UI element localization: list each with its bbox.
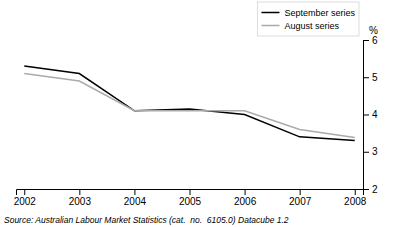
x-tick-label: 2004 [124,196,147,207]
y-axis: 2 3 4 5 6 [363,35,378,195]
legend-label: August series [284,21,339,31]
y-tick: 6 [363,35,378,46]
x-tick-label: 2007 [289,196,312,207]
x-tick-mark [300,189,301,195]
chart: 2002 2003 2004 2005 2006 2007 2008 2 3 4 5 6% Septem… [0,0,397,227]
x-tick-label: 2008 [344,196,367,207]
y-tick: 2 [363,184,378,195]
y-tick-mark [363,40,369,41]
series-line [24,74,354,138]
x-tick-label: 2006 [234,196,257,207]
x-tick: 2006 [234,189,257,207]
y-tick: 5 [363,72,378,83]
legend-swatch [261,25,279,27]
x-tick-mark [190,189,191,195]
x-tick: 2007 [289,189,312,207]
x-tick: 2002 [14,189,37,207]
legend-frame [257,2,359,36]
y-tick-label: 2 [372,184,378,195]
legend-label: September series [284,8,355,18]
y-tick-mark [363,77,369,78]
x-axis: 2002 2003 2004 2005 2006 2007 2008 [14,189,367,207]
y-tick-label: 5 [372,72,378,83]
legend-swatch [261,12,279,14]
series-line [24,66,354,141]
series-group [24,66,354,141]
y-tick: 3 [363,146,378,157]
legend: September series August series [257,2,359,36]
y-axis-line [364,41,370,190]
x-tick: 2005 [179,189,202,207]
x-tick-mark [24,189,25,195]
y-tick-label: 6 [372,35,378,46]
x-tick: 2004 [124,189,147,207]
source-note: Source: Australian Labour Market Statist… [4,215,289,225]
x-tick: 2008 [344,189,367,207]
x-tick: 2003 [69,189,92,207]
y-axis-label: % [369,25,378,36]
x-tick-mark [355,189,356,195]
y-tick-label: 3 [372,146,378,157]
x-tick-label: 2003 [69,196,92,207]
y-tick-mark [363,152,369,153]
y-tick-mark [363,115,369,116]
x-tick-label: 2005 [179,196,202,207]
x-axis-line [17,190,364,196]
x-tick-mark [134,189,135,195]
x-tick-mark [245,189,246,195]
x-tick-label: 2002 [14,196,37,207]
y-tick-label: 4 [372,109,378,120]
y-tick: 4 [363,109,378,120]
plot-area: 2002 2003 2004 2005 2006 2007 2008 2 3 4 5 6 [14,35,378,207]
x-tick-mark [79,189,80,195]
y-tick-mark [363,189,369,190]
